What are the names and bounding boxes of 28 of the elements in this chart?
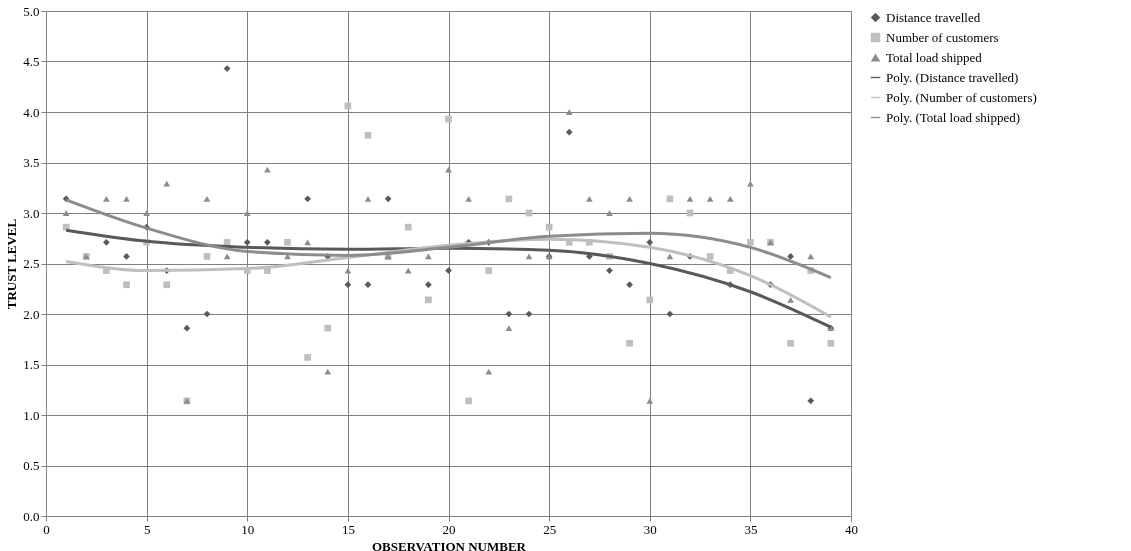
x-tick-label: 0 — [43, 521, 50, 537]
y-tick-label: 2.0 — [23, 306, 40, 322]
legend-label: Poly. (Total load shipped) — [886, 109, 1021, 125]
y-tick-label: 5.0 — [23, 3, 40, 19]
x-tick-label: 20 — [442, 521, 456, 537]
legend-label: Poly. (Number of customers) — [886, 89, 1037, 105]
x-tick-label: 15 — [341, 521, 355, 537]
legend-label: Number of customers — [886, 29, 999, 45]
y-tick-label: 1.5 — [23, 357, 40, 372]
y-tick-label: 1.0 — [23, 407, 40, 423]
x-axis-title: OBSERVATION NUMBER — [371, 538, 527, 551]
y-tick-label: 0.5 — [23, 458, 40, 473]
y-tick-label: 4.0 — [23, 104, 40, 120]
y-tick-label: 2.5 — [23, 256, 40, 271]
y-tick-label: 3.5 — [23, 155, 40, 170]
y-tick-label: 0.0 — [23, 508, 40, 524]
legend-label: Distance travelled — [886, 9, 981, 25]
x-tick-label: 5 — [143, 521, 151, 537]
y-tick-label: 4.5 — [23, 54, 40, 69]
legend-label: Total load shipped — [886, 49, 983, 65]
x-tick-label: 10 — [241, 521, 255, 537]
x-tick-label: 40 — [845, 521, 858, 537]
x-tick-label: 25 — [543, 521, 557, 537]
x-tick-label: 35 — [744, 521, 758, 537]
y-tick-label: 3.0 — [23, 205, 40, 221]
y-axis-title: TRUST LEVEL — [4, 218, 20, 310]
x-tick-label: 30 — [643, 521, 657, 537]
legend-label: Poly. (Distance travelled) — [886, 69, 1019, 85]
